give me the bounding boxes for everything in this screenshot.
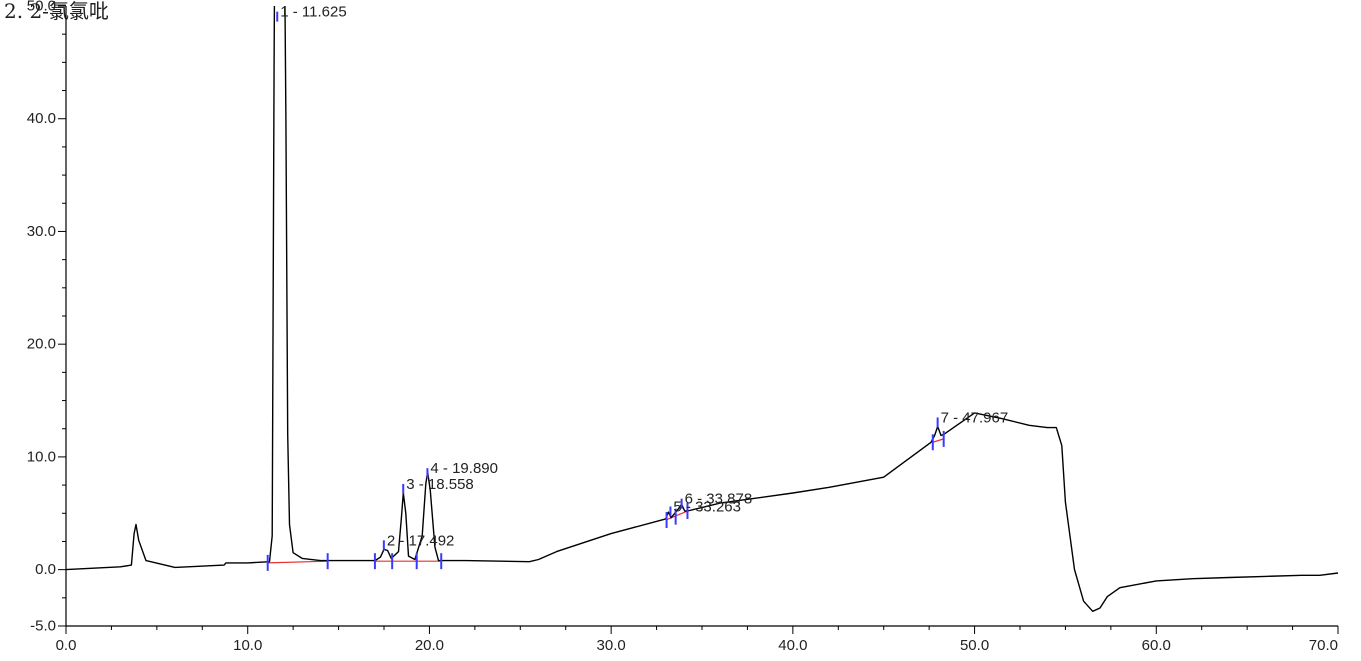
peak-label: 2 - 17.492 <box>387 532 455 549</box>
y-tick-label: 0.0 <box>35 561 56 578</box>
x-tick-label: 20.0 <box>415 637 444 654</box>
peak-label: 1 - 11.625 <box>280 4 346 21</box>
axes: -5.00.010.020.030.040.050.00.0 10.0 20.0 30… <box>27 0 1339 654</box>
chart-title-text: 2. 2-氯氯吡 <box>4 0 109 23</box>
y-tick-label: 50.0 <box>27 0 56 15</box>
chart-title: 2. 2-氯氯吡 <box>4 0 109 23</box>
y-tick-label: 10.0 <box>27 448 56 465</box>
peak-label: 4 - 19.890 <box>430 460 498 477</box>
integration-baseline <box>267 560 328 564</box>
plot-area <box>66 6 1339 612</box>
integration-baseline <box>932 438 944 443</box>
y-tick-label: 40.0 <box>27 110 56 127</box>
chromatogram-trace <box>66 6 1339 612</box>
x-tick-label: 40.0 <box>778 637 807 654</box>
x-tick-label: 70.0 <box>1309 637 1338 654</box>
peak-label: 5 - 33.263 <box>673 499 741 516</box>
x-tick-label: 60.0 <box>1142 637 1171 654</box>
x-tick-label: 10.0 <box>233 637 262 654</box>
peak-label: 6 - 33.878 <box>685 491 753 508</box>
y-tick-label: 20.0 <box>27 336 56 353</box>
x-tick-label: 30.0 <box>597 637 626 654</box>
peak-label: 3 - 18.558 <box>406 476 474 493</box>
x-tick-label: 50.0 <box>960 637 989 654</box>
peak-label: 7 - 47.967 <box>941 409 1009 426</box>
x-tick-label: 0.0 <box>56 637 77 654</box>
y-tick-label: -5.0 <box>30 618 56 635</box>
y-tick-label: 30.0 <box>27 223 56 240</box>
